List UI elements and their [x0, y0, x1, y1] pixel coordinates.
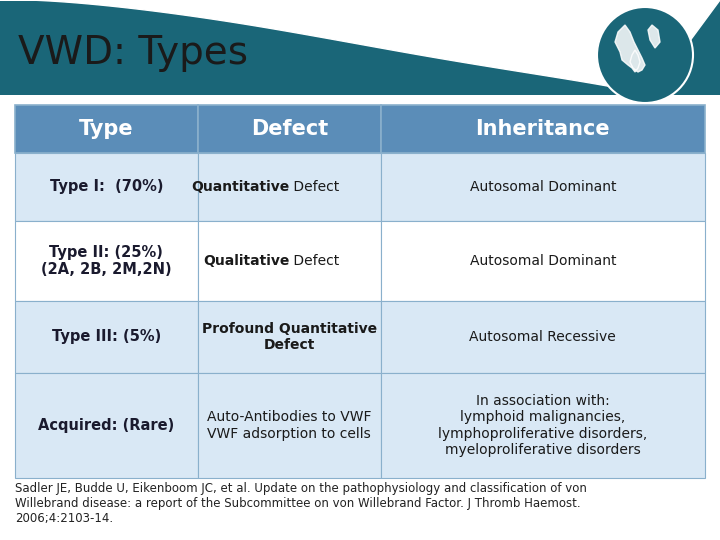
Circle shape: [597, 7, 693, 103]
Text: Quantitative: Quantitative: [191, 180, 289, 194]
Text: Qualitative: Qualitative: [203, 254, 289, 268]
Text: VWD: Types: VWD: Types: [18, 34, 248, 72]
Text: Sadler JE, Budde U, Eikenboom JC, et al. Update on the pathophysiology and class: Sadler JE, Budde U, Eikenboom JC, et al.…: [15, 482, 587, 525]
Bar: [381, 221, 705, 301]
Text: Auto-Antibodies to VWF
VWF adsorption to cells: Auto-Antibodies to VWF VWF adsorption to…: [207, 410, 372, 441]
Bar: [381, 153, 705, 221]
Text: Type III: (5%): Type III: (5%): [52, 329, 161, 345]
Bar: [381, 301, 705, 373]
Bar: [15, 221, 198, 301]
Bar: [198, 105, 381, 153]
Text: Inheritance: Inheritance: [475, 119, 610, 139]
Text: Autosomal Dominant: Autosomal Dominant: [469, 254, 616, 268]
Bar: [15, 373, 198, 478]
Text: Defect: Defect: [289, 254, 340, 268]
Polygon shape: [615, 25, 645, 72]
Text: Autosomal Recessive: Autosomal Recessive: [469, 330, 616, 344]
Text: Defect: Defect: [251, 119, 328, 139]
Bar: [198, 301, 381, 373]
Text: Acquired: (Rare): Acquired: (Rare): [38, 418, 174, 433]
Text: Defect: Defect: [289, 180, 340, 194]
Bar: [15, 105, 198, 153]
Bar: [198, 221, 381, 301]
Bar: [198, 373, 381, 478]
Text: Type: Type: [79, 119, 134, 139]
Bar: [381, 373, 705, 478]
Text: Type II: (25%)
(2A, 2B, 2M,2N): Type II: (25%) (2A, 2B, 2M,2N): [41, 245, 172, 277]
Bar: [15, 301, 198, 373]
Polygon shape: [0, 0, 720, 95]
Text: In association with:
lymphoid malignancies,
lymphoproliferative disorders,
myelo: In association with: lymphoid malignanci…: [438, 394, 647, 457]
Bar: [198, 153, 381, 221]
Text: Profound Quantitative
Defect: Profound Quantitative Defect: [202, 322, 377, 352]
Bar: [381, 105, 705, 153]
Text: Autosomal Dominant: Autosomal Dominant: [469, 180, 616, 194]
Bar: [15, 153, 198, 221]
Bar: [0, 0, 720, 95]
Text: Type I:  (70%): Type I: (70%): [50, 179, 163, 194]
Polygon shape: [648, 25, 660, 48]
